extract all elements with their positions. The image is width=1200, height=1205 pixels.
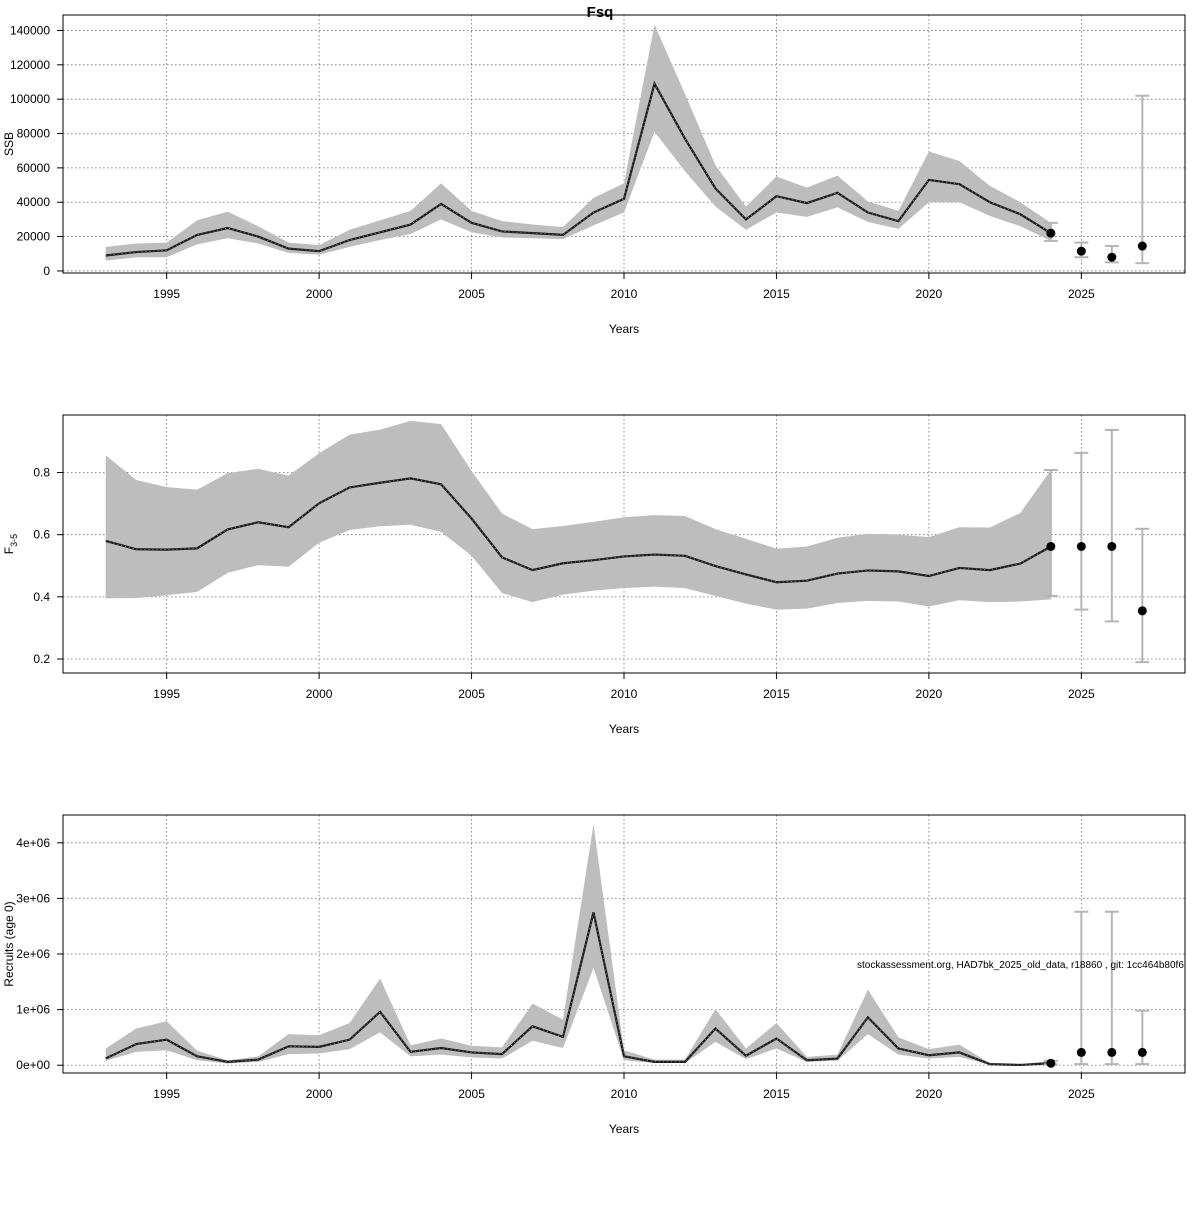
y-tick-label: 120000	[10, 58, 50, 72]
x-tick-label: 2000	[306, 687, 333, 701]
y-tick-label: 3e+06	[16, 891, 50, 905]
y-tick-label: 0.4	[33, 590, 50, 604]
x-tick-label: 2015	[763, 687, 790, 701]
x-tick-label: 2000	[306, 287, 333, 301]
y-tick-label: 0.6	[33, 528, 50, 542]
chart-title: Fsq	[587, 4, 614, 21]
x-tick-label: 2010	[611, 287, 638, 301]
y-tick-label: 60000	[17, 161, 51, 175]
forecast-point	[1046, 228, 1056, 238]
y-tick-label: 0	[43, 264, 50, 278]
forecast-point	[1137, 1047, 1147, 1057]
y-tick-label: 80000	[17, 127, 51, 141]
x-tick-label: 2005	[458, 1087, 485, 1101]
x-tick-label: 2015	[763, 287, 790, 301]
y-tick-label: 20000	[17, 230, 51, 244]
y-axis-title: Recruits (age 0)	[2, 901, 16, 986]
forecast-point	[1107, 252, 1117, 262]
forecast-point	[1137, 241, 1147, 251]
y-tick-label: 1e+06	[16, 1003, 50, 1017]
x-tick-label: 1995	[153, 287, 180, 301]
forecast-point	[1046, 1058, 1056, 1068]
x-tick-label: 2015	[763, 1087, 790, 1101]
x-tick-label: 1995	[153, 687, 180, 701]
panel-recruits: 1995 2000 2005 2010 2015 2020 2025 0e+00 1e+06 2e…	[2, 814, 1186, 1136]
footnote: stockassessment.org, HAD7bk_2025_old_dat…	[857, 960, 1184, 971]
x-axis-title: Years	[609, 322, 639, 336]
estimate-line	[105, 912, 1051, 1067]
y-tick-label: 140000	[10, 23, 50, 37]
forecast-point	[1076, 541, 1086, 551]
forecast-point	[1076, 1047, 1086, 1057]
y-tick-label: 4e+06	[16, 836, 50, 850]
x-tick-label: 2025	[1068, 1087, 1095, 1101]
forecast-point	[1107, 1047, 1117, 1057]
forecast-point	[1076, 246, 1086, 256]
x-tick-label: 2020	[916, 687, 943, 701]
forecast-point	[1107, 541, 1117, 551]
y-axis-title: SSB	[2, 132, 16, 156]
x-tick-label: 2005	[458, 287, 485, 301]
forecast-point	[1137, 606, 1147, 616]
panels: 1995 2000 2005 2010 2015 2020 2025 0 20000 40000 6…	[2, 14, 1186, 1136]
y-axis-title: F3-5	[2, 534, 19, 554]
x-tick-label: 2020	[916, 1087, 943, 1101]
confidence-band	[105, 420, 1051, 610]
confidence-band	[105, 824, 1051, 1066]
x-tick-label: 2010	[611, 1087, 638, 1101]
panel-ssb: 1995 2000 2005 2010 2015 2020 2025 0 20000 40000 6…	[2, 14, 1186, 336]
y-tick-label: 0e+00	[16, 1058, 50, 1072]
y-tick-label: 0.2	[33, 652, 50, 666]
x-axis-title: Years	[609, 722, 639, 736]
x-tick-label: 2010	[611, 687, 638, 701]
estimate-line	[105, 80, 1052, 257]
x-tick-label: 2005	[458, 687, 485, 701]
confidence-band	[105, 24, 1051, 261]
y-tick-label: 2e+06	[16, 947, 50, 961]
y-tick-label: 100000	[10, 92, 50, 106]
x-tick-label: 2025	[1068, 687, 1095, 701]
panel-fbar: 1995 2000 2005 2010 2015 2020 2025 0.2 0.4 0.6 0.8…	[2, 414, 1186, 736]
x-tick-label: 1995	[153, 1087, 180, 1101]
x-tick-label: 2000	[306, 1087, 333, 1101]
x-tick-label: 2020	[916, 287, 943, 301]
estimate-line-dots	[105, 478, 1052, 583]
y-tick-label: 40000	[17, 195, 51, 209]
y-tick-label: 0.8	[33, 466, 50, 480]
forecast-point	[1046, 541, 1056, 551]
x-axis-title: Years	[609, 1122, 639, 1136]
x-tick-label: 2025	[1068, 287, 1095, 301]
